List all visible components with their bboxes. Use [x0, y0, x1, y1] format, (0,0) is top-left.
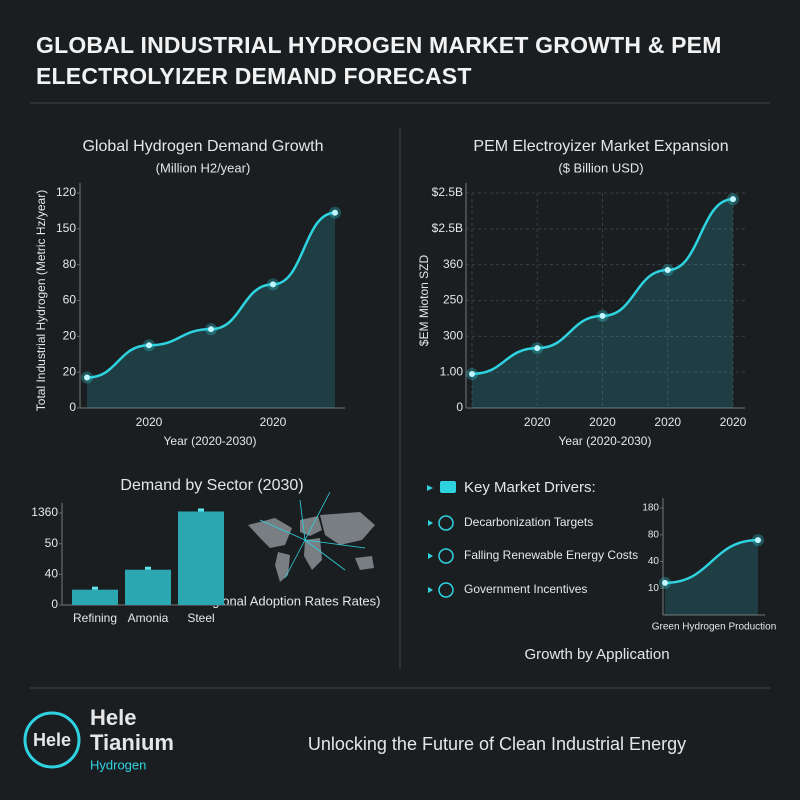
- y-tick-label: 180: [642, 503, 659, 514]
- tagline: Unlocking the Future of Clean Industrial…: [308, 734, 686, 754]
- caption: Growth by Application: [524, 646, 669, 663]
- x-tick-label: 2020: [524, 415, 551, 429]
- area: [665, 540, 758, 615]
- x-tick-label: 2020: [720, 415, 747, 429]
- brand: Tianium: [90, 730, 174, 755]
- area: [87, 212, 335, 408]
- y-axis-label: $EM Mioton SZD: [417, 254, 431, 346]
- bar: [72, 589, 118, 605]
- y-tick-label: 20: [63, 364, 77, 378]
- y-tick-label: 150: [56, 221, 76, 235]
- x-tick-label: Amonia: [128, 611, 169, 625]
- x-tick-label: 2020: [260, 415, 287, 429]
- y-tick-label: 1.00: [440, 364, 464, 378]
- y-tick-label: 0: [69, 400, 76, 414]
- map-label: Regional Adoption Rates Rates): [195, 593, 380, 608]
- x-tick-label: 2020: [136, 415, 163, 429]
- x-axis-label: Year (2020-2030): [164, 434, 257, 448]
- x-tick-label: Refining: [73, 611, 117, 625]
- bar: [125, 569, 171, 605]
- y-tick-label: 120: [56, 185, 76, 199]
- logo-ring: [23, 711, 81, 769]
- y-tick-label: 300: [443, 329, 463, 343]
- point: [146, 342, 152, 349]
- drivers-title: Key Market Drivers:: [464, 479, 596, 496]
- area: [472, 199, 733, 408]
- page-title: GLOBAL INDUSTRIAL HYDROGEN MARKET GROWTH…: [36, 32, 722, 89]
- driver-arrows: [428, 520, 433, 593]
- y-tick-label: 20: [63, 329, 77, 343]
- y-tick-label: 80: [63, 257, 77, 271]
- chart-title: Global Hydrogen Demand Growth: [82, 138, 323, 155]
- y-tick-label: 1360: [31, 505, 58, 519]
- point: [84, 374, 90, 381]
- icon: [427, 485, 433, 491]
- y-tick-label: 0: [456, 400, 463, 414]
- chart-title: Demand by Sector (2030): [120, 477, 303, 494]
- brand: Hele: [90, 705, 136, 730]
- driver-item: Government Incentives: [464, 582, 587, 596]
- point: [599, 312, 606, 319]
- bar-cap: [198, 508, 204, 512]
- point: [534, 345, 541, 352]
- chart-subtitle: (Million H2/year): [156, 160, 251, 175]
- y-tick-label: 80: [648, 529, 660, 540]
- bar-cap: [145, 566, 151, 570]
- x-tick-label: 2020: [589, 415, 616, 429]
- icon: [440, 481, 456, 493]
- y-tick-label: 250: [443, 293, 463, 307]
- x-axis-label: Green Hydrogen Production: [652, 622, 777, 633]
- y-tick-label: 60: [63, 293, 77, 307]
- bar: [178, 511, 224, 605]
- point: [730, 196, 736, 203]
- driver-item: Decarbonization Targets: [464, 515, 593, 529]
- chart-subtitle: ($ Billion USD): [558, 160, 643, 175]
- y-tick-label: 40: [45, 567, 59, 581]
- world-map: [248, 512, 375, 582]
- driver-icons: [438, 515, 454, 598]
- x-axis-label: Year (2020-2030): [559, 434, 652, 448]
- point: [208, 326, 214, 333]
- y-tick-label: 0: [51, 597, 58, 611]
- y-tick-label: 360: [443, 257, 463, 271]
- y-tick-label: 40: [648, 556, 660, 567]
- bar-cap: [92, 586, 98, 590]
- line: [664, 538, 759, 585]
- y-tick-label: 50: [45, 536, 59, 550]
- line: [86, 211, 336, 379]
- driver-item: Falling Renewable Energy Costs: [464, 548, 638, 562]
- line: [471, 197, 734, 376]
- point: [664, 267, 671, 274]
- x-tick-label: Steel: [187, 611, 214, 625]
- point: [270, 281, 276, 288]
- point: [755, 537, 761, 544]
- brand: Hydrogen: [90, 757, 146, 772]
- point: [332, 209, 338, 216]
- y-axis-label: Total Industrial Hydrogen (Metric Hz/yea…: [34, 190, 48, 411]
- y-tick-label: $2.5B: [432, 221, 463, 235]
- chart-title: PEM Electroyizer Market Expansion: [473, 138, 728, 155]
- y-tick-label: $2.5B: [432, 185, 463, 199]
- point: [469, 370, 475, 377]
- logo-badge: Hele: [33, 730, 71, 750]
- y-tick-label: 10: [648, 583, 660, 594]
- point: [662, 579, 668, 586]
- x-tick-label: 2020: [654, 415, 681, 429]
- map-connections: [259, 491, 366, 579]
